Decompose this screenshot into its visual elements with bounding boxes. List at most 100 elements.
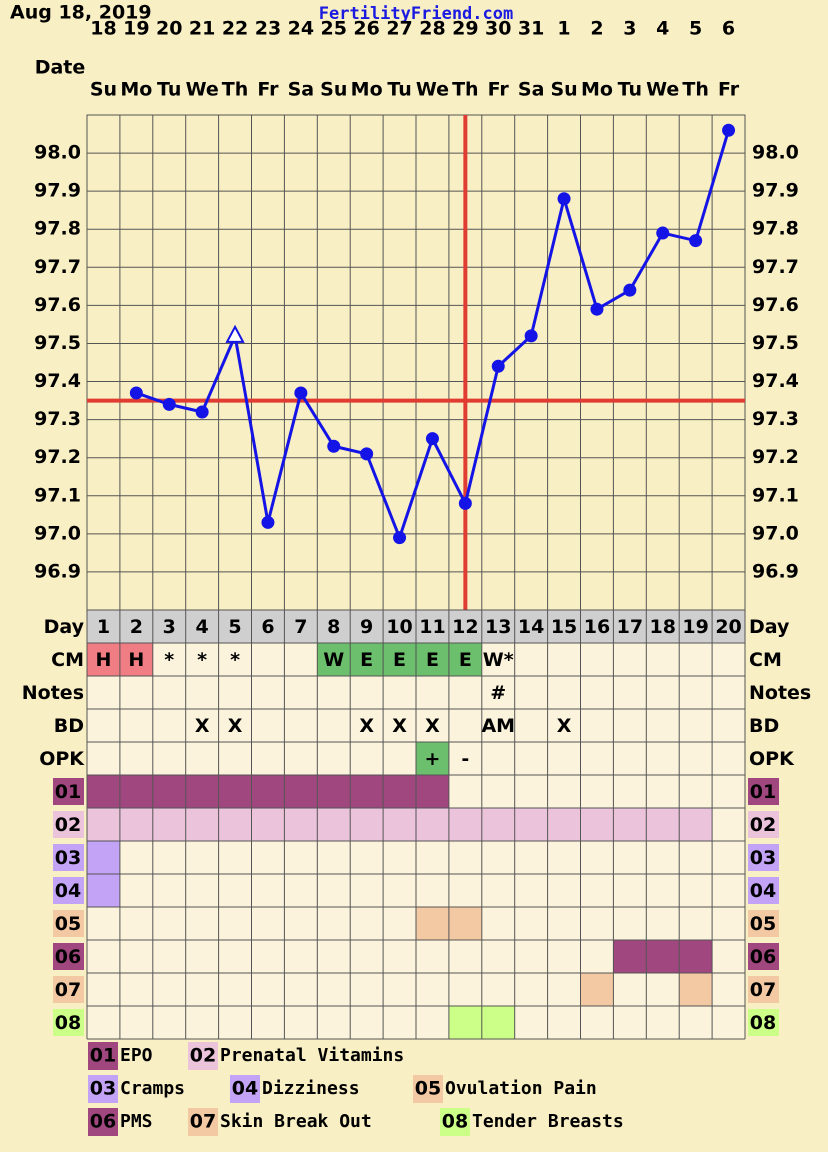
day-cell: 12 — [452, 616, 478, 638]
row-label: CM — [749, 649, 782, 671]
day-cell: 19 — [682, 616, 708, 638]
y-tick-label: 96.9 — [34, 560, 81, 582]
temp-point — [425, 432, 439, 446]
y-tick-label: 97.4 — [752, 370, 799, 392]
symptom-cell — [646, 940, 680, 973]
symptom-cell — [679, 808, 713, 841]
date-label: Date — [35, 57, 86, 79]
day-cell: 17 — [617, 616, 643, 638]
temp-point — [195, 405, 209, 419]
symptom-cell — [448, 808, 482, 841]
symptom-cell — [514, 808, 548, 841]
legend-code: 08 — [442, 1111, 468, 1133]
x-tick-label: 21 — [189, 18, 215, 40]
code-label: 07 — [55, 979, 81, 1001]
code-label: 02 — [750, 814, 776, 836]
cm-cell-shade — [87, 643, 120, 676]
code-box — [53, 910, 84, 937]
row-label: OPK — [749, 748, 795, 770]
symptom-cell — [448, 1006, 482, 1039]
code-label: 05 — [55, 913, 81, 935]
cm-cell: W* — [483, 649, 514, 671]
row-label: Day — [749, 616, 790, 638]
y-tick-label: 98.0 — [34, 142, 81, 164]
symptom-cell — [383, 775, 416, 808]
temp-point-hollow — [225, 324, 245, 343]
day-cell: 6 — [261, 616, 274, 638]
code-label: 04 — [750, 880, 776, 902]
row-label: Notes — [22, 682, 84, 704]
legend-swatch — [230, 1075, 260, 1103]
cm-cell: H — [95, 649, 111, 671]
y-tick-label: 97.4 — [34, 370, 81, 392]
cm-cell: W — [323, 649, 344, 671]
bd-cell: X — [392, 715, 407, 737]
bd-cell: X — [557, 715, 572, 737]
code-box — [748, 877, 779, 904]
day-cell: 8 — [327, 616, 340, 638]
y-tick-label: 97.8 — [752, 218, 799, 240]
temp-point — [689, 234, 703, 248]
row-label: OPK — [39, 748, 85, 770]
chart-date: Aug 18, 2019 — [10, 2, 152, 24]
y-tick-label: 97.0 — [752, 522, 799, 544]
cm-cell: E — [459, 649, 472, 671]
symptom-cell — [185, 775, 219, 808]
symptom-cell — [580, 808, 614, 841]
legend-label: Cramps — [120, 1078, 185, 1099]
cm-cell: * — [230, 649, 240, 671]
legend-swatch — [188, 1042, 218, 1070]
code-box — [748, 943, 779, 970]
symptom-cell — [218, 808, 252, 841]
day-cell: 20 — [715, 616, 741, 638]
x-tick-label: 28 — [419, 18, 445, 40]
symptom-cell — [416, 907, 449, 940]
symptom-cell — [679, 973, 713, 1006]
y-tick-label: 97.7 — [752, 256, 799, 278]
legend-swatch — [440, 1108, 470, 1136]
legend-label: Tender Breasts — [472, 1111, 624, 1132]
legend-label: Skin Break Out — [220, 1111, 372, 1132]
symptom-cell — [251, 775, 285, 808]
x-tick-label: 26 — [353, 18, 379, 40]
cm-cell: E — [393, 649, 406, 671]
temp-point — [491, 359, 505, 373]
temp-point — [261, 515, 275, 529]
day-cell: 9 — [360, 616, 373, 638]
day-cell: 5 — [228, 616, 241, 638]
weekday-label: Th — [222, 79, 249, 101]
y-tick-label: 97.1 — [34, 484, 81, 506]
weekday-label: Sa — [288, 79, 315, 101]
symptom-cell — [350, 775, 384, 808]
y-tick-label: 98.0 — [752, 142, 799, 164]
x-tick-label: 2 — [590, 18, 603, 40]
symptom-cell — [416, 808, 449, 841]
symptom-cell — [218, 775, 252, 808]
weekday-label: Mo — [581, 79, 613, 101]
temp-point — [393, 531, 407, 545]
symptom-cell — [87, 874, 120, 907]
symptom-cell — [416, 775, 449, 808]
legend-code: 01 — [90, 1045, 116, 1067]
temp-point — [722, 123, 736, 137]
weekday-label: We — [646, 79, 679, 101]
legend-code: 07 — [190, 1111, 216, 1133]
code-label: 08 — [55, 1012, 81, 1034]
x-tick-label: 25 — [321, 18, 347, 40]
day-cell: 14 — [518, 616, 544, 638]
x-tick-label: 18 — [90, 18, 116, 40]
weekday-label: Tu — [157, 79, 181, 101]
symptom-cell — [152, 775, 186, 808]
y-tick-label: 97.3 — [752, 408, 799, 430]
row-label: CM — [51, 649, 84, 671]
symptom-cell — [580, 973, 614, 1006]
symptom-cell — [646, 808, 680, 841]
cm-cell-shade — [119, 643, 153, 676]
x-tick-label: 1 — [557, 18, 570, 40]
symptom-cell — [284, 808, 318, 841]
temp-point — [360, 447, 374, 461]
symptom-cell — [481, 808, 515, 841]
code-box — [53, 778, 84, 805]
site-name[interactable]: FertilityFriend.com — [319, 4, 513, 24]
